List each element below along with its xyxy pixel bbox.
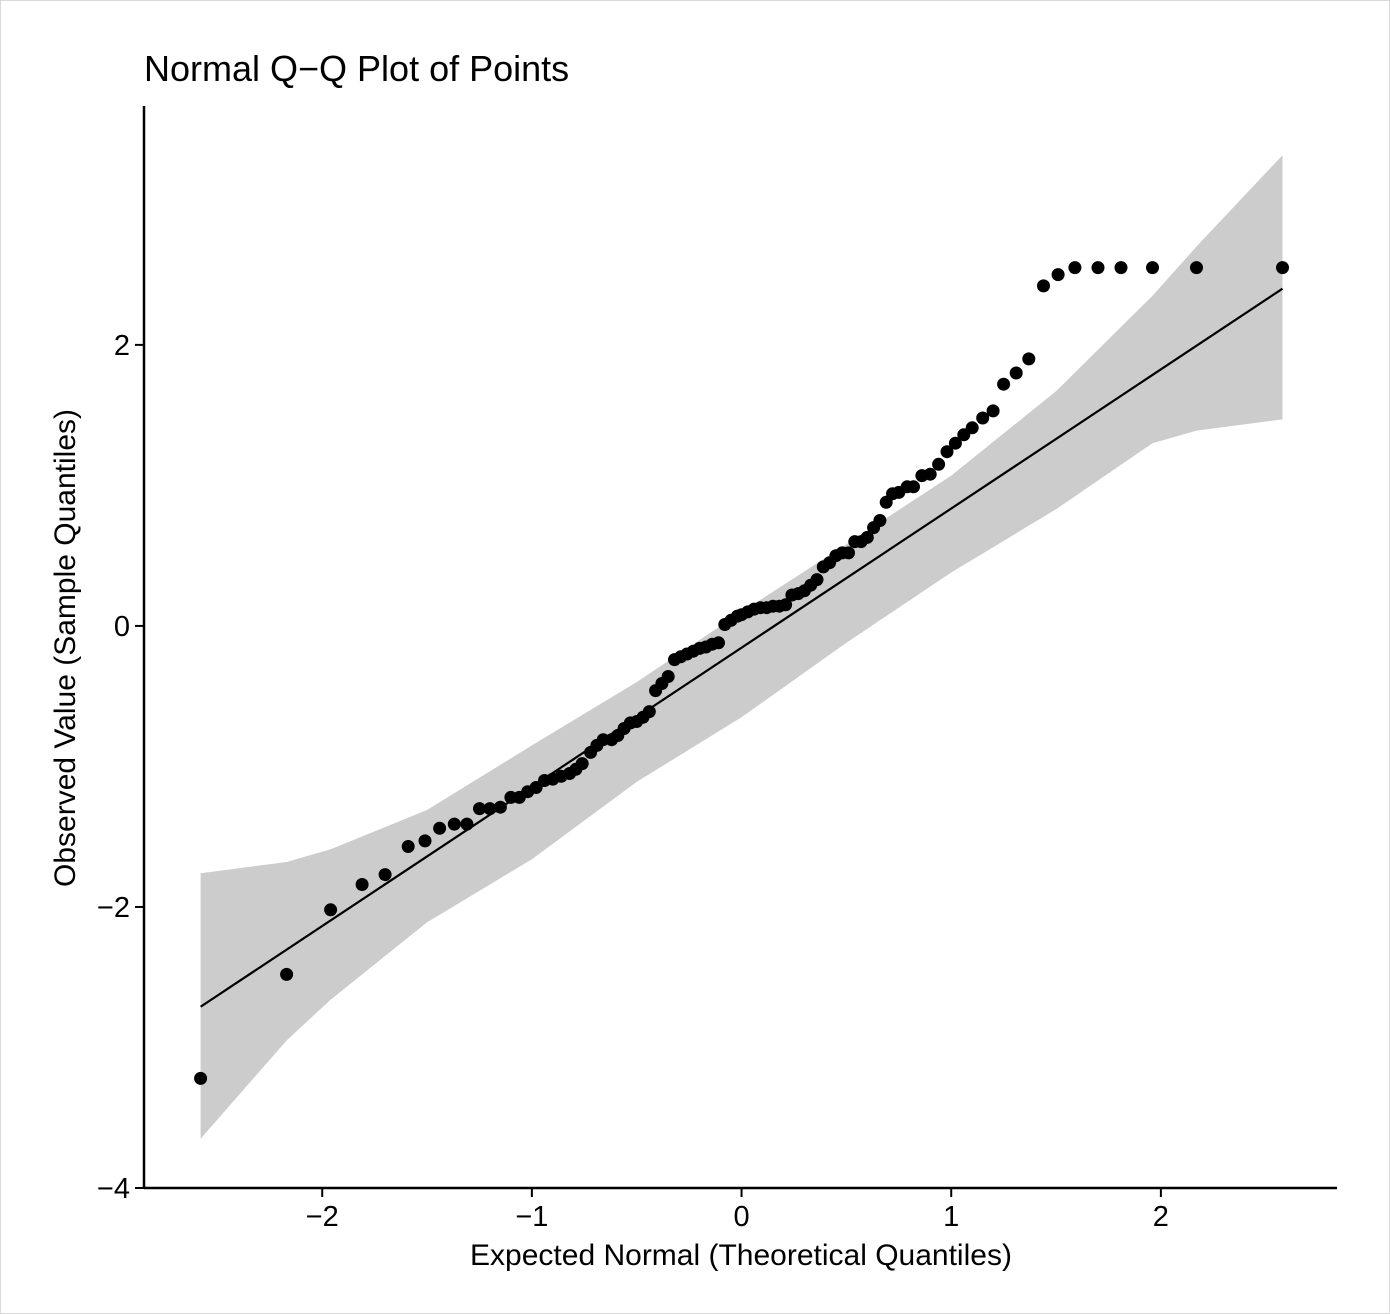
data-point bbox=[860, 530, 874, 544]
data-point bbox=[483, 802, 497, 816]
data-point bbox=[378, 868, 392, 882]
axes-layer bbox=[142, 106, 1337, 1190]
x-tick-label: 0 bbox=[733, 1201, 749, 1233]
data-point bbox=[842, 546, 855, 560]
data-point bbox=[493, 800, 507, 814]
data-point bbox=[948, 436, 962, 450]
data-point bbox=[324, 903, 338, 917]
data-point bbox=[1146, 261, 1159, 275]
data-point bbox=[447, 817, 461, 831]
data-point bbox=[1037, 279, 1050, 293]
data-point bbox=[1051, 268, 1065, 282]
data-point bbox=[460, 817, 474, 831]
data-point bbox=[779, 598, 793, 612]
data-point bbox=[473, 802, 486, 816]
ticks-layer: −2 −1 0 1 2 −4 −2 0 2 bbox=[97, 330, 1169, 1233]
x-tick-label: −1 bbox=[515, 1201, 548, 1233]
data-point bbox=[418, 834, 432, 848]
data-point bbox=[642, 705, 656, 719]
data-point bbox=[907, 480, 920, 494]
data-point bbox=[1114, 261, 1128, 275]
data-points-layer bbox=[194, 261, 1289, 1085]
data-point bbox=[940, 445, 954, 459]
x-tick-label: 1 bbox=[943, 1201, 959, 1233]
data-point bbox=[1009, 366, 1023, 380]
x-tick-label: 2 bbox=[1153, 1201, 1169, 1233]
y-tick-label: 2 bbox=[114, 330, 130, 362]
data-point bbox=[810, 573, 824, 587]
data-point bbox=[997, 377, 1011, 391]
data-point bbox=[1190, 261, 1203, 275]
data-point bbox=[355, 878, 369, 891]
reference-line-layer bbox=[200, 287, 1284, 1008]
data-point bbox=[976, 411, 990, 425]
x-axis-title: Expected Normal (Theoretical Quantiles) bbox=[470, 1239, 1012, 1272]
data-point bbox=[575, 757, 589, 771]
x-tick-label: −2 bbox=[306, 1201, 339, 1233]
data-point bbox=[401, 840, 415, 853]
data-point bbox=[873, 514, 887, 527]
data-point bbox=[1068, 261, 1082, 275]
data-point bbox=[661, 670, 675, 683]
data-point bbox=[986, 404, 1000, 418]
reference-line bbox=[200, 287, 1284, 1008]
data-point bbox=[965, 421, 979, 435]
data-point bbox=[280, 967, 294, 981]
data-point bbox=[433, 821, 447, 835]
y-tick-label: −4 bbox=[97, 1173, 130, 1205]
data-point bbox=[932, 457, 946, 471]
data-point bbox=[712, 636, 725, 650]
data-point bbox=[1022, 352, 1036, 366]
data-point bbox=[923, 467, 937, 481]
data-point bbox=[194, 1071, 208, 1085]
data-point bbox=[1091, 261, 1105, 275]
chart-title: Normal Q−Q Plot of Points bbox=[144, 48, 569, 89]
y-tick-label: 0 bbox=[114, 611, 130, 643]
y-tick-label: −2 bbox=[97, 892, 130, 924]
y-axis-title: Observed Value (Sample Quantiles) bbox=[49, 409, 82, 887]
data-point bbox=[1276, 261, 1289, 275]
